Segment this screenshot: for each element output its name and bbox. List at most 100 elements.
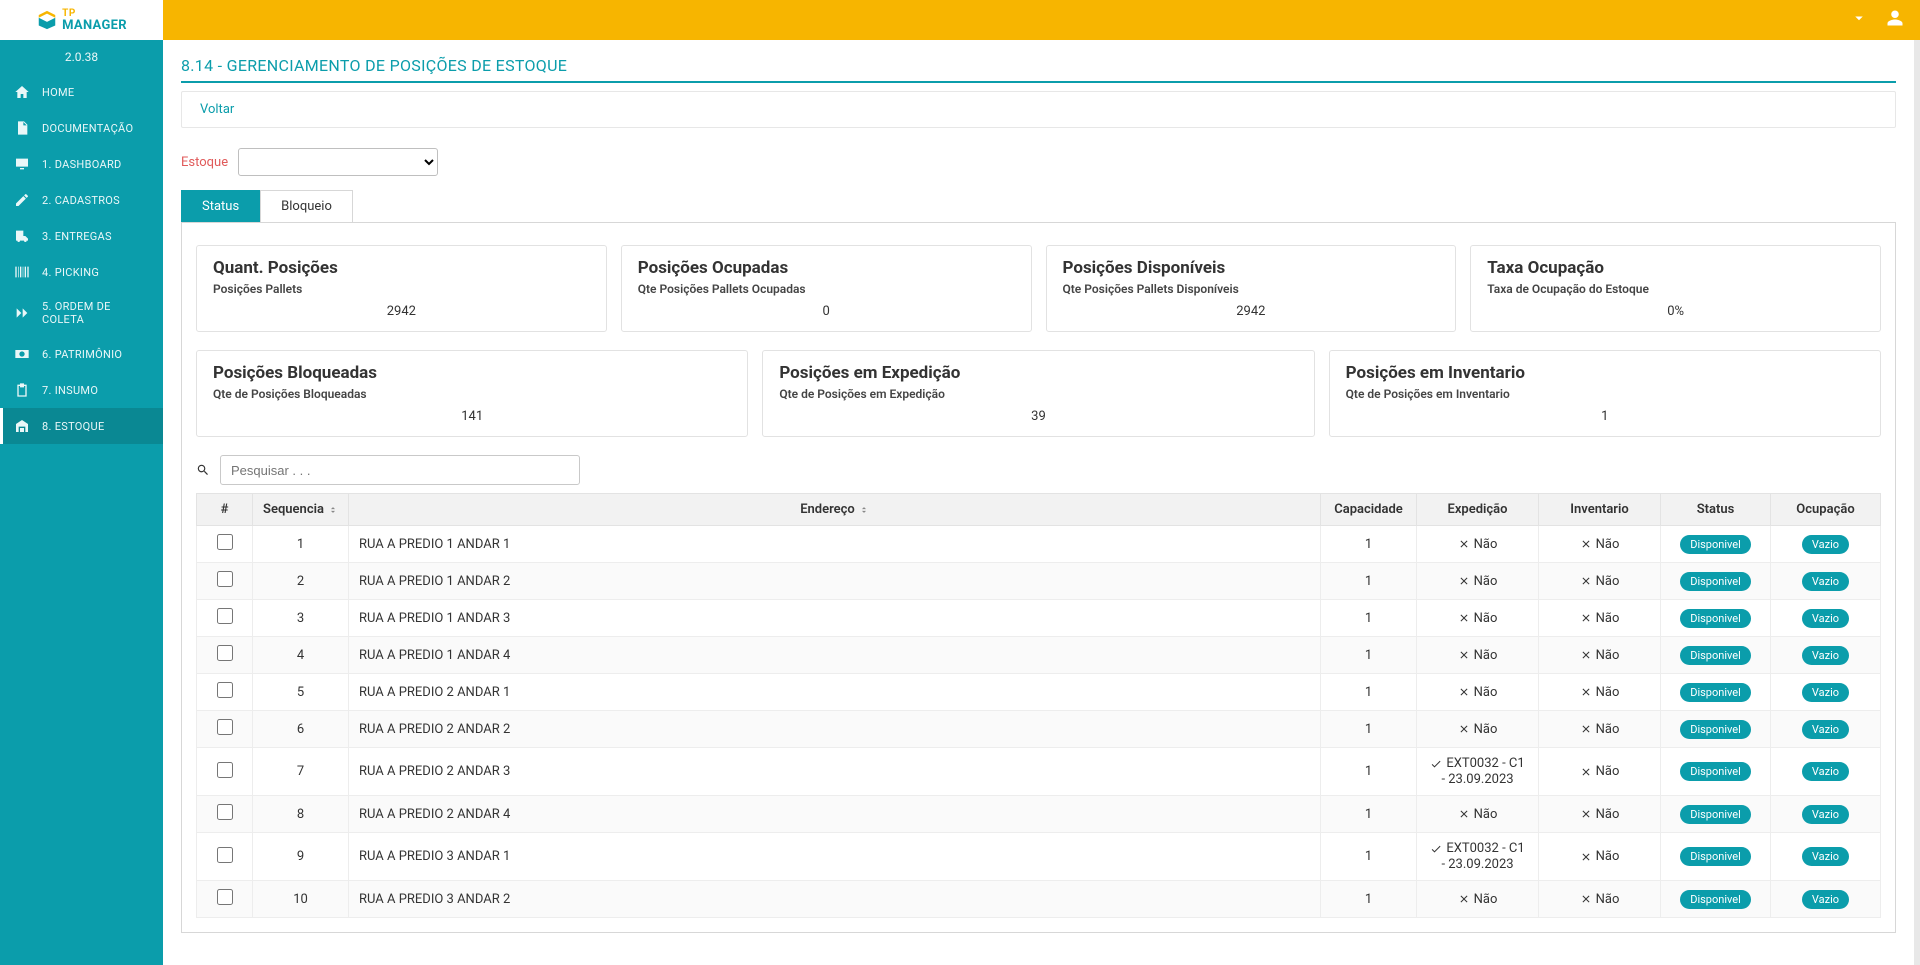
cell-inventario: Não	[1539, 600, 1661, 637]
row-checkbox[interactable]	[217, 889, 233, 905]
tab-bloqueio[interactable]: Bloqueio	[260, 190, 353, 222]
card-subtitle: Qte de Posições Bloqueadas	[213, 387, 731, 401]
status-badge: Disponivel	[1680, 609, 1751, 628]
search-input[interactable]	[220, 455, 580, 485]
status-badge: Disponivel	[1680, 847, 1751, 866]
no-label: Não	[1474, 722, 1498, 737]
user-icon	[1886, 9, 1904, 27]
card-subtitle: Posições Pallets	[213, 282, 590, 296]
chevron-down-icon	[1850, 9, 1868, 27]
x-icon	[1458, 893, 1470, 905]
sort-icon	[328, 505, 338, 515]
table-row: 7RUA A PREDIO 2 ANDAR 31EXT0032 - C1 - 2…	[197, 748, 1881, 796]
cell-sequencia: 8	[253, 796, 349, 833]
cell-status: Disponivel	[1661, 674, 1771, 711]
cell-ocupacao: Vazio	[1771, 748, 1881, 796]
row-checkbox[interactable]	[217, 847, 233, 863]
status-badge: Disponivel	[1680, 805, 1751, 824]
cell-inventario: Não	[1539, 881, 1661, 918]
x-icon	[1580, 575, 1592, 587]
status-badge: Disponivel	[1680, 572, 1751, 591]
cell-expedicao: Não	[1417, 637, 1539, 674]
cell-sequencia: 6	[253, 711, 349, 748]
card-value: 0	[638, 304, 1015, 319]
back-link[interactable]: Voltar	[200, 102, 234, 117]
sidebar-item-insumo[interactable]: 7. INSUMO	[0, 372, 163, 408]
topbar-dropdown[interactable]	[1850, 9, 1868, 31]
cards-row-1: Quant. Posições Posições Pallets 2942 Po…	[196, 245, 1881, 332]
sidebar-item-label: DOCUMENTAÇÃO	[42, 122, 133, 135]
search-row	[196, 455, 1881, 485]
x-icon	[1458, 649, 1470, 661]
cell-status: Disponivel	[1661, 526, 1771, 563]
tab-status[interactable]: Status	[181, 190, 260, 222]
row-checkbox[interactable]	[217, 804, 233, 820]
cell-ocupacao: Vazio	[1771, 833, 1881, 881]
sidebar-item-estoque[interactable]: 8. ESTOQUE	[0, 408, 163, 444]
card-subtitle: Qte Posições Pallets Disponíveis	[1063, 282, 1440, 296]
status-badge: Disponivel	[1680, 646, 1751, 665]
col-sequencia[interactable]: Sequencia	[253, 494, 349, 526]
x-icon	[1580, 851, 1592, 863]
cell-ocupacao: Vazio	[1771, 881, 1881, 918]
cell-expedicao: EXT0032 - C1 - 23.09.2023	[1417, 748, 1539, 796]
row-checkbox[interactable]	[217, 571, 233, 587]
ocupacao-badge: Vazio	[1802, 535, 1849, 554]
sidebar-item-label: 1. DASHBOARD	[42, 158, 122, 171]
sidebar-item-picking[interactable]: 4. PICKING	[0, 254, 163, 290]
x-icon	[1458, 538, 1470, 550]
table-row: 4RUA A PREDIO 1 ANDAR 41NãoNãoDisponivel…	[197, 637, 1881, 674]
cell-capacidade: 1	[1321, 637, 1417, 674]
row-checkbox[interactable]	[217, 762, 233, 778]
user-menu[interactable]	[1886, 9, 1904, 31]
cell-expedicao: Não	[1417, 526, 1539, 563]
sidebar-item-entregas[interactable]: 3. ENTREGAS	[0, 218, 163, 254]
cell-status: Disponivel	[1661, 748, 1771, 796]
cell-ocupacao: Vazio	[1771, 796, 1881, 833]
sidebar-item-cadastros[interactable]: 2. CADASTROS	[0, 182, 163, 218]
cell-endereco: RUA A PREDIO 2 ANDAR 2	[349, 711, 1321, 748]
cell-expedicao: Não	[1417, 711, 1539, 748]
col-hash: #	[197, 494, 253, 526]
sidebar-item-label: 8. ESTOQUE	[42, 420, 105, 433]
sidebar-item-ordem-coleta[interactable]: 5. ORDEM DE COLETA	[0, 290, 163, 336]
row-checkbox[interactable]	[217, 682, 233, 698]
table-row: 3RUA A PREDIO 1 ANDAR 31NãoNãoDisponivel…	[197, 600, 1881, 637]
col-endereco[interactable]: Endereço	[349, 494, 1321, 526]
x-icon	[1458, 808, 1470, 820]
sidebar-item-label: 3. ENTREGAS	[42, 230, 112, 243]
logo[interactable]: TP MANAGER	[0, 0, 163, 40]
truck-icon	[14, 228, 30, 244]
filter-row: Estoque	[181, 142, 1896, 190]
sidebar-item-documentacao[interactable]: DOCUMENTAÇÃO	[0, 110, 163, 146]
x-icon	[1580, 686, 1592, 698]
cell-capacidade: 1	[1321, 526, 1417, 563]
expedicao-value: EXT0032 - C1 - 23.09.2023	[1441, 841, 1524, 872]
cell-ocupacao: Vazio	[1771, 526, 1881, 563]
cell-capacidade: 1	[1321, 881, 1417, 918]
status-badge: Disponivel	[1680, 720, 1751, 739]
sidebar-item-patrimonio[interactable]: 6. PATRIMÔNIO	[0, 336, 163, 372]
tabs: Status Bloqueio	[181, 190, 1896, 222]
document-icon	[14, 120, 30, 136]
sidebar-item-dashboard[interactable]: 1. DASHBOARD	[0, 146, 163, 182]
no-label: Não	[1596, 892, 1620, 907]
status-badge: Disponivel	[1680, 890, 1751, 909]
row-checkbox[interactable]	[217, 645, 233, 661]
cell-ocupacao: Vazio	[1771, 711, 1881, 748]
estoque-select[interactable]	[238, 148, 438, 176]
cell-expedicao: Não	[1417, 563, 1539, 600]
no-label: Não	[1596, 648, 1620, 663]
ocupacao-badge: Vazio	[1802, 847, 1849, 866]
sidebar-item-home[interactable]: HOME	[0, 74, 163, 110]
version-label: 2.0.38	[0, 40, 163, 74]
card-quant-posicoes: Quant. Posições Posições Pallets 2942	[196, 245, 607, 332]
col-status: Status	[1661, 494, 1771, 526]
row-checkbox[interactable]	[217, 719, 233, 735]
row-checkbox[interactable]	[217, 534, 233, 550]
table-row: 6RUA A PREDIO 2 ANDAR 21NãoNãoDisponivel…	[197, 711, 1881, 748]
table-row: 9RUA A PREDIO 3 ANDAR 11EXT0032 - C1 - 2…	[197, 833, 1881, 881]
row-checkbox[interactable]	[217, 608, 233, 624]
cell-ocupacao: Vazio	[1771, 600, 1881, 637]
check-icon	[1430, 843, 1442, 855]
